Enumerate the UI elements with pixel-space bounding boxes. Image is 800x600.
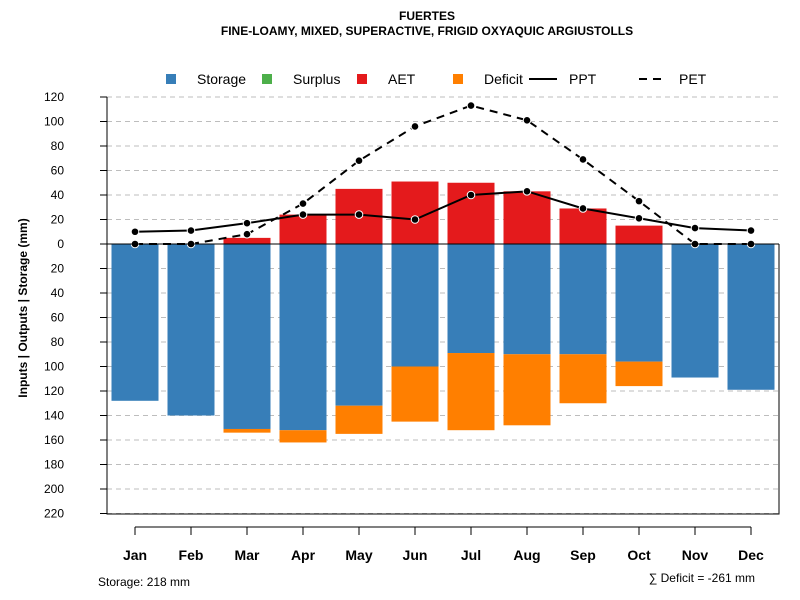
x-tick-label: Jan bbox=[123, 547, 147, 563]
y-tick-label: 60 bbox=[51, 311, 65, 325]
storage-bar bbox=[503, 244, 551, 355]
x-tick-label: Sep bbox=[570, 547, 596, 563]
aet-bar bbox=[503, 191, 551, 244]
ppt-point bbox=[298, 210, 308, 219]
x-tick-label: Nov bbox=[682, 547, 709, 563]
x-tick-label: Aug bbox=[513, 547, 540, 563]
ppt-point bbox=[130, 227, 140, 237]
pet-point bbox=[522, 115, 532, 125]
legend-swatch-deficit bbox=[453, 74, 463, 84]
pet-point bbox=[466, 101, 476, 110]
deficit-bar bbox=[223, 428, 271, 433]
storage-bar bbox=[391, 244, 439, 367]
x-tick-label: Dec bbox=[738, 547, 764, 563]
x-tick-label: Oct bbox=[627, 547, 651, 563]
deficit-bar bbox=[503, 354, 551, 426]
deficit-bar bbox=[559, 354, 607, 404]
y-tick-label: 120 bbox=[44, 384, 64, 398]
legend-label-ppt: PPT bbox=[569, 71, 597, 87]
ppt-point bbox=[354, 210, 364, 219]
x-tick-label: Apr bbox=[291, 547, 316, 563]
y-tick-label: 180 bbox=[44, 458, 64, 472]
y-tick-label: 60 bbox=[51, 164, 65, 178]
legend-swatch-aet bbox=[357, 74, 367, 84]
legend-label-surplus: Surplus bbox=[293, 71, 340, 87]
plot-border bbox=[106, 97, 780, 515]
y-tick-label: 100 bbox=[44, 360, 64, 374]
y-tick-label: 0 bbox=[57, 237, 64, 251]
storage-bar bbox=[111, 244, 159, 401]
ppt-point bbox=[746, 226, 756, 235]
pet-point bbox=[578, 155, 588, 164]
ppt-line bbox=[134, 190, 752, 233]
storage-note: Storage: 218 mm bbox=[98, 575, 190, 589]
ppt-point bbox=[410, 215, 420, 224]
y-tick-label: 20 bbox=[51, 213, 65, 227]
deficit-note: ∑ Deficit = -261 mm bbox=[649, 571, 755, 585]
legend-label-aet: AET bbox=[388, 71, 416, 87]
legend-label-storage: Storage bbox=[197, 71, 246, 87]
storage-bar bbox=[559, 244, 607, 355]
deficit-bar bbox=[335, 405, 383, 434]
chart-title: FUERTES bbox=[399, 9, 455, 23]
storage-bar bbox=[447, 244, 495, 354]
storage-bar bbox=[727, 244, 775, 390]
y-tick-label: 100 bbox=[44, 115, 64, 129]
aet-bar bbox=[559, 208, 607, 244]
deficit-bar bbox=[279, 430, 327, 443]
ppt-point bbox=[690, 223, 700, 233]
storage-bar bbox=[223, 244, 271, 429]
ppt-point bbox=[186, 226, 196, 235]
deficit-bar bbox=[615, 361, 663, 387]
legend: Storage Surplus AET Deficit PPT PET bbox=[166, 71, 707, 87]
ppt-point bbox=[522, 187, 532, 196]
pet-point bbox=[242, 229, 252, 239]
deficit-bar bbox=[447, 353, 495, 431]
ppt-point bbox=[634, 213, 644, 223]
chart-subtitle: FINE-LOAMY, MIXED, SUPERACTIVE, FRIGID O… bbox=[221, 24, 633, 38]
x-tick-label: Jul bbox=[461, 547, 481, 563]
ppt-point bbox=[242, 218, 252, 228]
storage-bar bbox=[615, 244, 663, 362]
storage-bar bbox=[279, 244, 327, 431]
legend-label-pet: PET bbox=[679, 71, 707, 87]
ppt-point bbox=[578, 204, 588, 213]
y-tick-label: 40 bbox=[51, 188, 65, 202]
legend-label-deficit: Deficit bbox=[484, 71, 523, 87]
pet-point bbox=[634, 196, 644, 206]
y-tick-label: 200 bbox=[44, 482, 64, 496]
storage-bar bbox=[335, 244, 383, 406]
y-tick-label: 140 bbox=[44, 409, 64, 423]
bars-group bbox=[111, 181, 775, 443]
ppt-point bbox=[466, 190, 476, 200]
pet-line bbox=[135, 104, 751, 245]
x-tick-label: Mar bbox=[235, 547, 260, 563]
axes-group: 1201008060402002040608010012014016018020… bbox=[44, 90, 780, 563]
y-tick-label: 80 bbox=[51, 139, 65, 153]
pet-point bbox=[410, 122, 420, 131]
y-tick-label: 80 bbox=[51, 335, 65, 349]
y-axis-label: Inputs | Outputs | Storage (mm) bbox=[16, 218, 30, 397]
aet-bar bbox=[223, 237, 271, 244]
x-tick-label: May bbox=[345, 547, 372, 563]
pet-point bbox=[298, 199, 308, 208]
x-tick-label: Feb bbox=[179, 547, 204, 563]
storage-bar bbox=[167, 244, 215, 416]
lines-group bbox=[130, 101, 756, 249]
y-tick-label: 40 bbox=[51, 286, 65, 300]
storage-bar bbox=[671, 244, 719, 378]
y-tick-label: 20 bbox=[51, 262, 65, 276]
pet-point bbox=[354, 156, 364, 165]
legend-swatch-storage bbox=[166, 74, 176, 84]
x-tick-label: Jun bbox=[403, 547, 428, 563]
y-tick-label: 220 bbox=[44, 507, 64, 521]
y-tick-label: 120 bbox=[44, 90, 64, 104]
deficit-bar bbox=[391, 366, 439, 422]
y-tick-label: 160 bbox=[44, 433, 64, 447]
aet-bar bbox=[279, 214, 327, 244]
legend-swatch-surplus bbox=[262, 74, 272, 84]
gridlines bbox=[107, 96, 779, 514]
aet-bar bbox=[615, 225, 663, 244]
